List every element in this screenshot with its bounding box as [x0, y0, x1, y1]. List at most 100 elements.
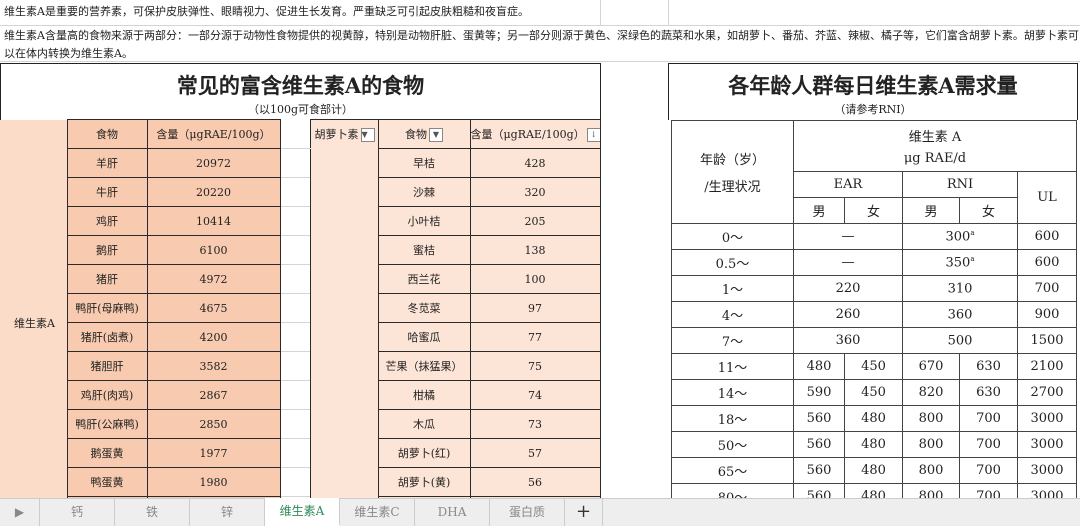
food-name: 蜜桔 [377, 235, 471, 265]
blank-cell [280, 148, 310, 178]
food-content: 428 [469, 148, 601, 178]
rni-number: 350 [945, 255, 971, 271]
ear-value: 360 [793, 327, 903, 354]
sheet-tab[interactable]: 蛋白质 [490, 499, 565, 526]
age-header-line1: 年龄（岁） [699, 153, 765, 168]
tab-scroll-button[interactable]: ▶ [0, 499, 40, 526]
ear-value: — [793, 223, 903, 250]
sheet-tab[interactable]: 维生素C [340, 499, 415, 526]
sheet-tab[interactable]: 钙 [40, 499, 115, 526]
age-group: 4～ [671, 301, 794, 328]
unit-header: μg RAE/d [903, 151, 967, 166]
col-food-header: 食物 [66, 119, 148, 149]
food-content: 20972 [146, 148, 281, 178]
ear-header: EAR [793, 171, 903, 198]
food-name: 鸡肝(肉鸡) [66, 380, 148, 410]
food-name: 胡萝卜(红) [377, 438, 471, 468]
food-content: 75 [469, 351, 601, 381]
food-content: 205 [469, 206, 601, 236]
vitamin-header: 维生素 A μg RAE/d [793, 120, 1077, 172]
ear-female-value: 450 [844, 353, 903, 380]
add-sheet-button[interactable]: + [565, 499, 603, 526]
vitamin-header-name: 维生素 A [908, 130, 962, 145]
rni-female-value: 630 [959, 353, 1018, 380]
ul-value: 3000 [1017, 431, 1077, 458]
rni-female-value: 630 [959, 379, 1018, 406]
ear-male-value: 560 [793, 431, 845, 458]
food-name: 鸡肝 [66, 206, 148, 236]
rni-value: 310 [902, 275, 1018, 302]
sheet-tab-bar: ▶ 钙铁锌维生素A 维生素C DHA 蛋白质 + [0, 498, 1080, 526]
rni-value: 360 [902, 301, 1018, 328]
sheet-tab[interactable]: 铁 [115, 499, 190, 526]
age-group: 0.5～ [671, 249, 794, 276]
ul-header: UL [1017, 171, 1077, 224]
table-row: 0.5～ — 350a 600 [671, 249, 1077, 276]
food-table: 维生素A 食物 含量（μgRAE/100g） 胡萝卜素 ▼ 食物 ▼ 含量（μgRAE… [0, 119, 601, 526]
food-content: 10414 [146, 206, 281, 236]
sheet-tab[interactable]: DHA [415, 499, 490, 526]
food-name: 鹅蛋黄 [66, 438, 148, 468]
food-content: 3582 [146, 351, 281, 381]
ear-male-value: 590 [793, 379, 845, 406]
food-title: 常见的富含维生素A的食物 [176, 73, 425, 98]
food-name: 猪胆肝 [66, 351, 148, 381]
ul-value: 3000 [1017, 457, 1077, 484]
ear-male: 男 [793, 197, 845, 224]
age-header-line2: /生理状况 [704, 180, 761, 195]
food-subtitle: （以100g可食部计） [247, 103, 354, 116]
table-row: 鸭肝(公麻鸭) 2850 木瓜 73 [0, 409, 601, 439]
footnote-mark: a [970, 228, 975, 237]
food-content: 138 [469, 235, 601, 265]
food-content: 320 [469, 177, 601, 207]
rni-male: 男 [902, 197, 960, 224]
ear-male-value: 560 [793, 405, 845, 432]
sheet-tab[interactable]: 锌 [190, 499, 265, 526]
rni-table-title: 各年龄人群每日维生素A需求量 （请参考RNI） [668, 63, 1078, 120]
table-row: 7～ 360 500 1500 [671, 327, 1077, 354]
food-name: 鹅肝 [66, 235, 148, 265]
ear-value: 220 [793, 275, 903, 302]
food-name: 鸭肝(母麻鸭) [66, 293, 148, 323]
note-1: 维生素A是重要的营养素，可保护皮肤弹性、眼睛视力、促进生长发育。严重缺乏可引起皮… [4, 5, 529, 18]
age-group: 50～ [671, 431, 794, 458]
table-row: 14～ 590 450 820 630 2700 [671, 379, 1077, 406]
table-row: 鹅蛋黄 1977 胡萝卜(红) 57 [0, 438, 601, 468]
table-row: 4～ 260 360 900 [671, 301, 1077, 328]
food-name: 胡萝卜(黄) [377, 467, 471, 497]
ul-value: 2700 [1017, 379, 1077, 406]
ear-male-value: 560 [793, 457, 845, 484]
rni-number: 310 [947, 281, 973, 297]
food-content: 20220 [146, 177, 281, 207]
table-row: 猪肝(卤煮) 4200 哈蜜瓜 77 [0, 322, 601, 352]
blank-cell [280, 206, 310, 236]
food-name: 西兰花 [377, 264, 471, 294]
food-content: 4972 [146, 264, 281, 294]
table-row: 50～ 560 480 800 700 3000 [671, 431, 1077, 458]
table-row: 鸡肝 10414 小叶桔 205 [0, 206, 601, 236]
food-name: 小叶桔 [377, 206, 471, 236]
sort-filter-icon[interactable]: ↓ [586, 128, 599, 142]
filter-dropdown-icon[interactable]: ▼ [360, 128, 375, 142]
age-header: 年龄（岁） /生理状况 [671, 120, 794, 224]
food-header-text: 食物 [405, 128, 427, 141]
rni-subtitle: （请参考RNI） [834, 103, 912, 116]
rni-female-value: 700 [959, 457, 1018, 484]
rni-female-value: 700 [959, 431, 1018, 458]
sheet-tab[interactable]: 维生素A [265, 498, 340, 526]
ear-value: — [793, 249, 903, 276]
age-group: 14～ [671, 379, 794, 406]
content-header-text: 含量（μgRAE/100g） [470, 128, 585, 141]
rni-number: 300 [945, 229, 971, 245]
blank-cell [280, 380, 310, 410]
food-content: 56 [469, 467, 601, 497]
filter-dropdown-icon[interactable]: ▼ [429, 128, 443, 142]
table-row: 鸭蛋黄 1980 胡萝卜(黄) 56 [0, 467, 601, 497]
food-content: 97 [469, 293, 601, 323]
rni-number: 360 [947, 307, 973, 323]
rni-male-value: 820 [902, 379, 960, 406]
blank-cell [280, 351, 310, 381]
food-content: 100 [469, 264, 601, 294]
ear-female: 女 [844, 197, 903, 224]
